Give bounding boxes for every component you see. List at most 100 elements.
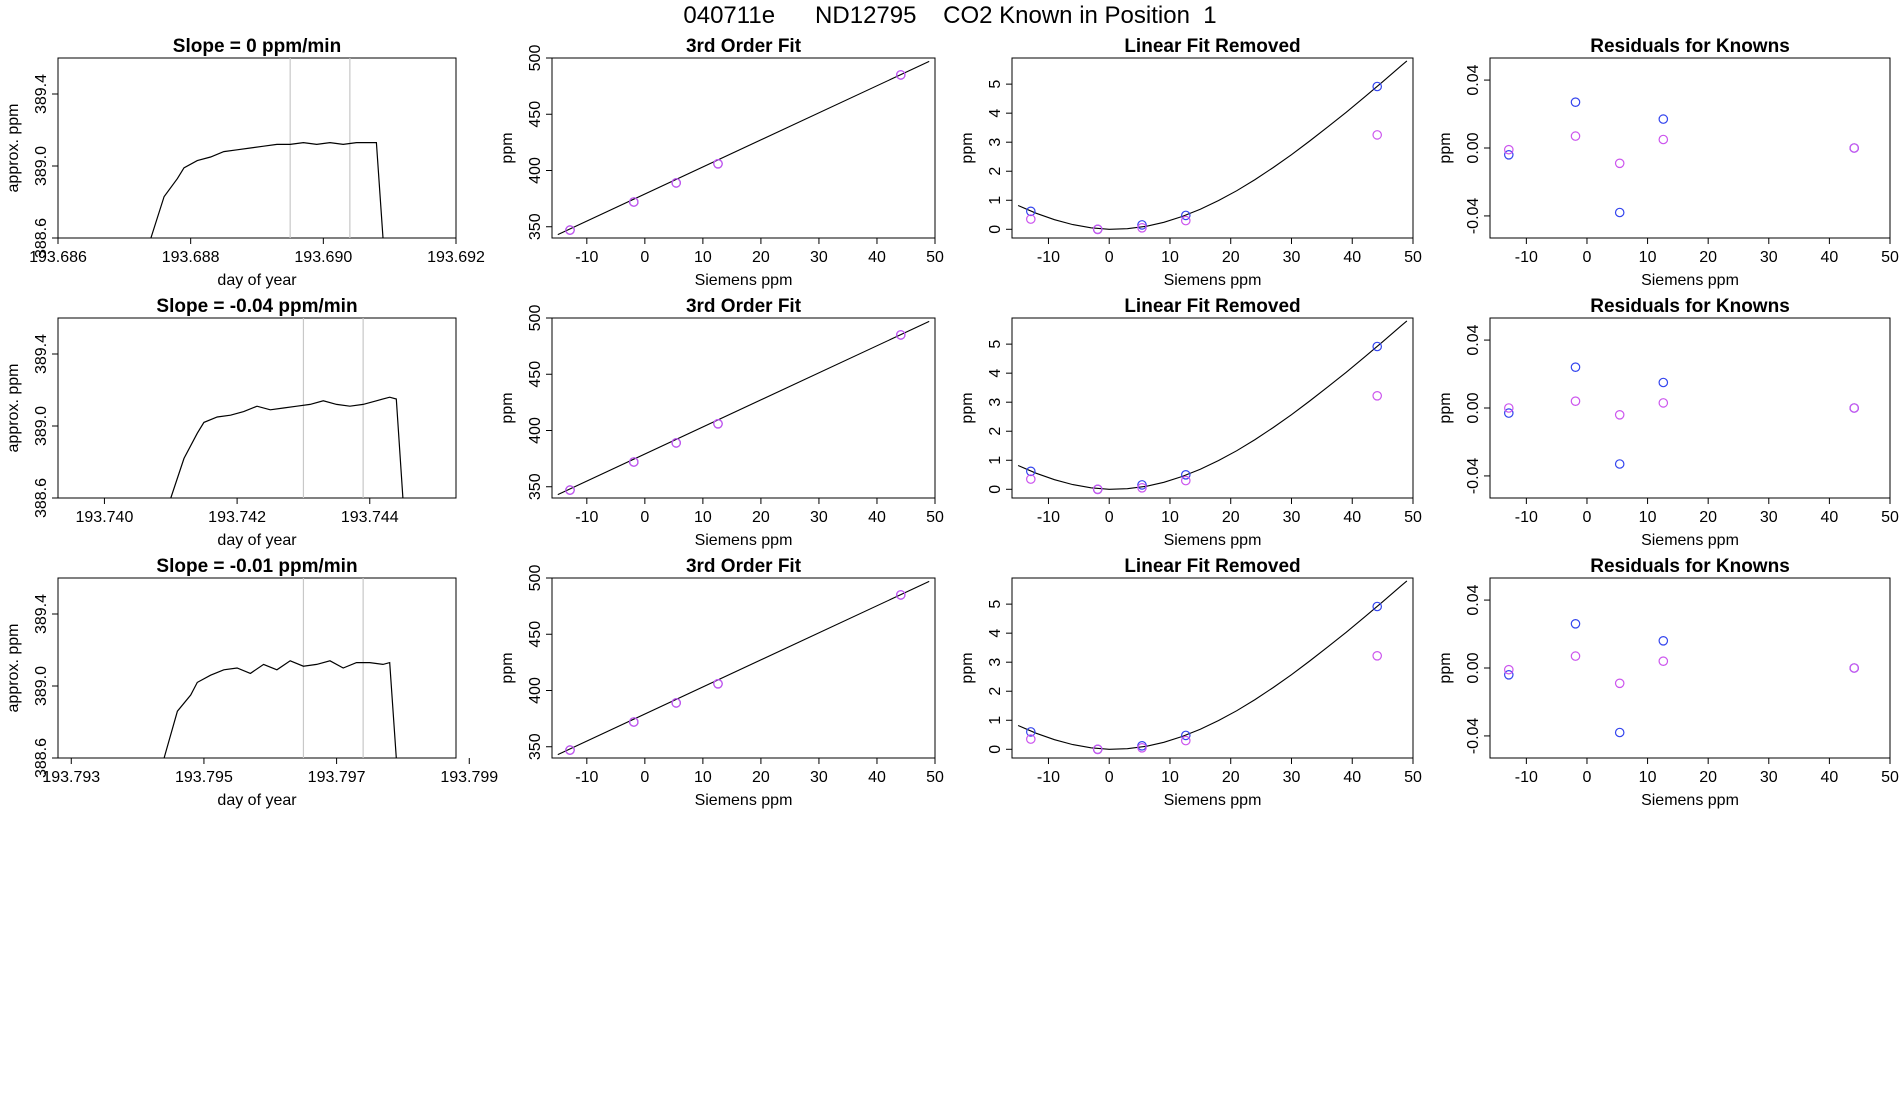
plot-frame [1489, 577, 1891, 759]
data-point [1658, 635, 1669, 646]
x-tick-label: 10 [694, 509, 712, 526]
y-tick-label: 450 [527, 621, 544, 648]
data-point [1504, 669, 1514, 680]
y-tick-label: 1 [987, 456, 1004, 465]
y-axis-label: approx. ppm [5, 624, 22, 713]
data-point [895, 590, 906, 600]
data-point [1026, 214, 1036, 224]
x-tick-label: 193.744 [341, 509, 399, 526]
x-tick-label: 10 [1161, 769, 1179, 786]
y-tick-label: 388.6 [33, 218, 50, 258]
x-tick-label: 30 [1283, 509, 1301, 526]
fit-curve [1017, 60, 1408, 230]
y-tick-label: 500 [527, 305, 544, 332]
x-tick-label: 10 [1639, 769, 1657, 786]
chart-panel-fit-3: 3rd Order Fit Siemens ppm ppm -10 0 10 20 30 40 5… [499, 556, 944, 809]
y-axis-label: ppm [499, 392, 516, 423]
data-point [713, 159, 723, 169]
plot-area [1504, 618, 1859, 738]
y-tick-label: 0.04 [1465, 584, 1482, 615]
data-point [1137, 480, 1147, 490]
data-point [1137, 482, 1147, 493]
y-tick-label: 3 [987, 138, 1004, 147]
x-tick-label: 40 [1343, 769, 1361, 786]
trace-line [163, 660, 397, 758]
y-tick-label: 450 [527, 101, 544, 128]
x-tick-label: -10 [575, 509, 598, 526]
x-tick-label: -10 [575, 769, 598, 786]
data-point [1181, 475, 1191, 486]
x-tick-label: 20 [752, 509, 770, 526]
y-tick-label: 0.00 [1465, 652, 1482, 683]
y-tick-label: 1 [987, 196, 1004, 205]
x-tick-label: 0 [1105, 769, 1114, 786]
data-point [1570, 362, 1581, 372]
data-point [1570, 651, 1581, 661]
plot-frame [551, 577, 936, 759]
y-tick-label: 5 [987, 600, 1004, 609]
x-tick-label: 20 [1222, 509, 1240, 526]
data-point [1658, 377, 1669, 388]
plot-title: 3rd Order Fit [686, 556, 802, 577]
plot-title: 3rd Order Fit [686, 36, 802, 57]
plot-area [163, 578, 397, 758]
chart-panel-residual-2: Residuals for Knowns Siemens ppm ppm -10 0 10… [1437, 296, 1899, 549]
data-point [713, 678, 723, 689]
data-point [895, 330, 906, 340]
y-axis-label: ppm [1437, 392, 1454, 423]
y-tick-label: 0 [987, 485, 1004, 494]
data-point [565, 745, 575, 755]
x-axis-label: Siemens ppm [1641, 532, 1739, 549]
data-point [1504, 150, 1514, 160]
plot-area [557, 320, 930, 496]
data-point [895, 70, 906, 80]
data-point [565, 485, 575, 495]
x-tick-label: 50 [1881, 509, 1899, 526]
x-tick-label: 0 [640, 249, 649, 266]
x-tick-label: -10 [1515, 769, 1538, 786]
plot-frame [1011, 317, 1414, 499]
data-point [1092, 744, 1103, 755]
x-axis-label: Siemens ppm [1164, 532, 1262, 549]
y-axis-label: ppm [959, 392, 976, 423]
x-tick-label: 193.686 [29, 249, 87, 266]
x-axis-label: Siemens ppm [1641, 792, 1739, 809]
data-point [1658, 398, 1669, 408]
x-tick-label: 0 [1105, 509, 1114, 526]
data-point [713, 418, 723, 429]
plot-title: Residuals for Knowns [1590, 556, 1790, 577]
data-point [1137, 220, 1147, 230]
x-tick-label: 0 [640, 509, 649, 526]
x-tick-label: 10 [694, 249, 712, 266]
x-tick-label: 30 [810, 769, 828, 786]
y-tick-label: 4 [987, 629, 1004, 638]
y-tick-label: 0.04 [1465, 64, 1482, 95]
x-axis-label: Siemens ppm [1164, 792, 1262, 809]
fit-curve [1017, 320, 1408, 490]
x-tick-label: 30 [1283, 769, 1301, 786]
plot-title: Linear Fit Removed [1124, 36, 1300, 57]
y-tick-label: 350 [527, 733, 544, 760]
x-tick-label: 30 [1760, 509, 1778, 526]
data-point [1614, 158, 1625, 169]
x-tick-label: 50 [1881, 769, 1899, 786]
y-tick-label: 5 [987, 340, 1004, 349]
trace-line [170, 396, 404, 498]
y-axis-label: ppm [959, 652, 976, 683]
y-tick-label: 400 [527, 417, 544, 444]
y-tick-label: 389.4 [33, 334, 50, 374]
trace-line [150, 141, 384, 238]
data-point [628, 457, 639, 467]
x-axis-label: Siemens ppm [695, 532, 793, 549]
chart-panel-fit-2: 3rd Order Fit Siemens ppm ppm -10 0 10 20 30 40 5… [499, 296, 944, 549]
data-point [1026, 727, 1036, 737]
plot-area [1017, 60, 1408, 235]
y-tick-label: 450 [527, 361, 544, 388]
x-tick-label: 10 [1161, 249, 1179, 266]
data-point [1614, 207, 1625, 218]
x-tick-label: 50 [1404, 769, 1422, 786]
plot-title: Linear Fit Removed [1124, 296, 1300, 317]
data-point [1137, 740, 1147, 751]
